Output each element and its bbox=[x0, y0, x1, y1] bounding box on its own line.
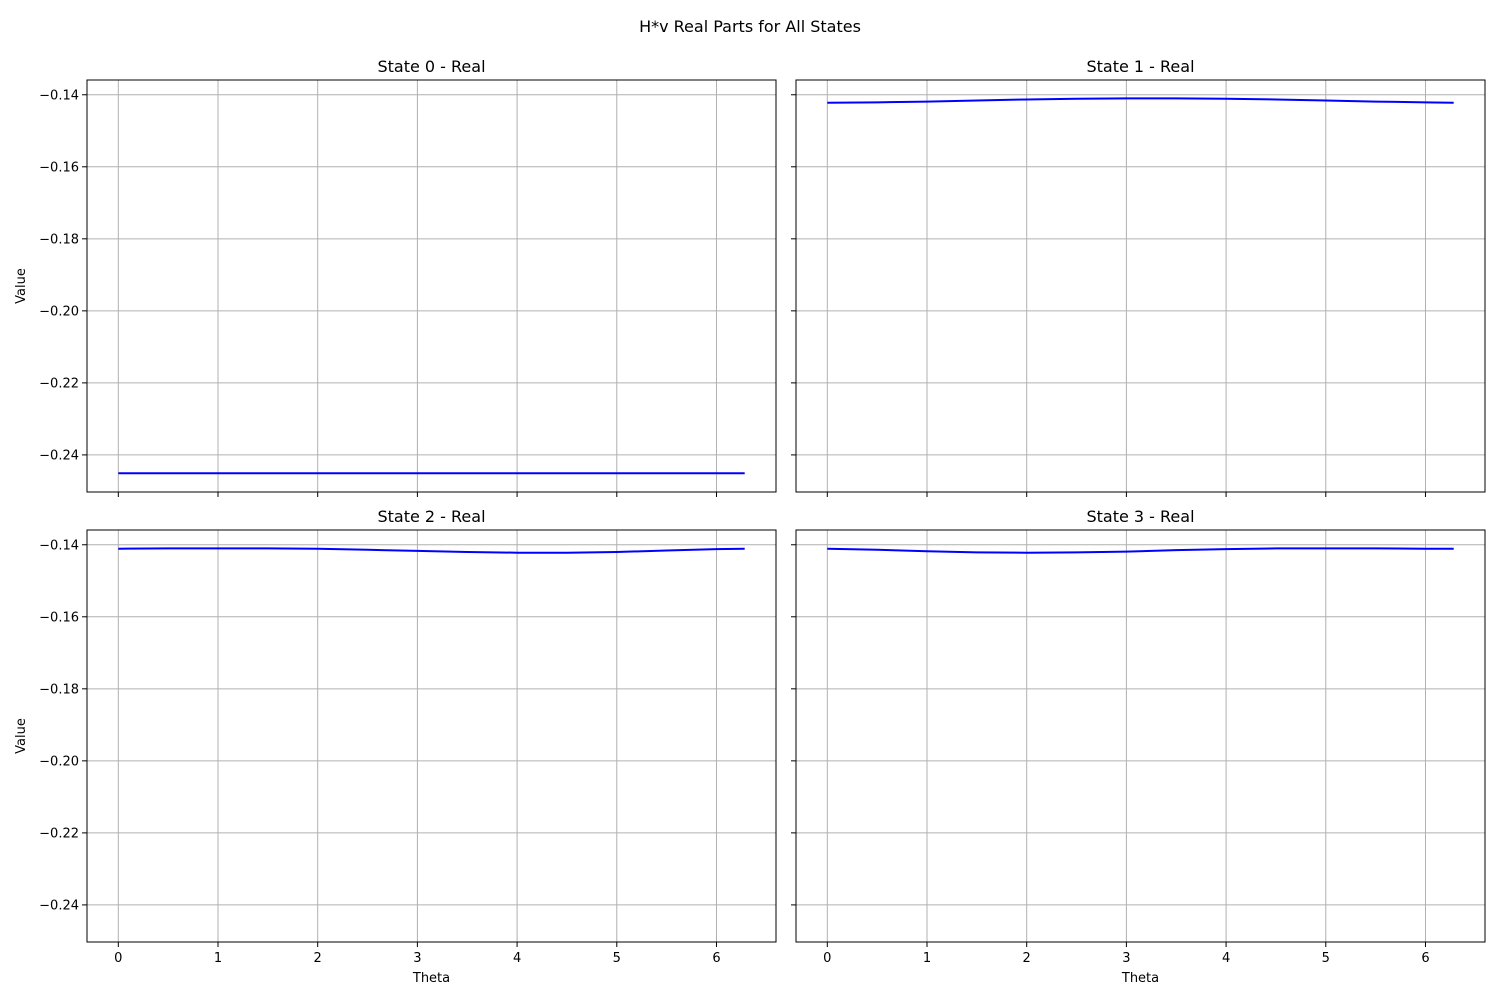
plot-area bbox=[87, 80, 776, 492]
y-tick-label: −0.24 bbox=[39, 898, 79, 913]
plot-area bbox=[796, 530, 1485, 942]
x-tick-label: 6 bbox=[712, 951, 720, 966]
x-tick-label: 1 bbox=[214, 951, 222, 966]
x-tick-label: 4 bbox=[1222, 951, 1230, 966]
subplot-title: State 0 - Real bbox=[377, 57, 485, 76]
subplot-title: State 2 - Real bbox=[377, 507, 485, 526]
y-tick-label: −0.20 bbox=[39, 754, 79, 769]
y-tick-label: −0.16 bbox=[39, 610, 79, 625]
x-tick-label: 3 bbox=[413, 951, 421, 966]
subplot-title: State 3 - Real bbox=[1086, 507, 1194, 526]
y-tick-label: −0.14 bbox=[39, 538, 79, 553]
axes-frame bbox=[86, 529, 777, 943]
y-axis-label: Value bbox=[14, 718, 29, 754]
x-tick-label: 0 bbox=[114, 951, 122, 966]
subplot-state-2: 0 1 2 3 4 5 6 −0.24 −0.22 −0.20 −0.18 −0.16 −0.14 Sta… bbox=[14, 507, 777, 986]
y-tick-label: −0.24 bbox=[39, 448, 79, 463]
series-line bbox=[827, 547, 1454, 554]
x-tick-label: 0 bbox=[823, 951, 831, 966]
axes-frame bbox=[86, 79, 777, 493]
axes-frame bbox=[795, 79, 1486, 493]
y-tick-label: −0.18 bbox=[39, 232, 79, 247]
y-tick-label: −0.20 bbox=[39, 304, 79, 319]
plot-area bbox=[87, 530, 776, 942]
series-line bbox=[827, 97, 1454, 104]
x-tick-label: 2 bbox=[314, 951, 322, 966]
x-tick-label: 1 bbox=[923, 951, 931, 966]
subplot-state-1: State 1 - Real bbox=[791, 57, 1486, 497]
y-tick-label: −0.16 bbox=[39, 160, 79, 175]
x-axis-label: Theta bbox=[412, 971, 450, 986]
plot-area bbox=[796, 80, 1485, 492]
x-tick-label: 5 bbox=[1322, 951, 1330, 966]
y-tick-label: −0.22 bbox=[39, 376, 79, 391]
x-tick-label: 6 bbox=[1421, 951, 1429, 966]
series-line bbox=[118, 547, 745, 554]
x-tick-label: 3 bbox=[1122, 951, 1130, 966]
y-tick-label: −0.22 bbox=[39, 826, 79, 841]
figure-title: H*v Real Parts for All States bbox=[639, 17, 861, 36]
y-axis-label: Value bbox=[14, 268, 29, 304]
axes-frame bbox=[795, 529, 1486, 943]
x-tick-label: 2 bbox=[1023, 951, 1031, 966]
x-axis-label: Theta bbox=[1121, 971, 1159, 986]
y-tick-label: −0.18 bbox=[39, 682, 79, 697]
x-tick-label: 4 bbox=[513, 951, 521, 966]
subplot-grid: −0.24 −0.22 −0.20 −0.18 −0.16 −0.14 State 0 - … bbox=[14, 57, 1486, 986]
y-tick-label: −0.14 bbox=[39, 88, 79, 103]
subplot-title: State 1 - Real bbox=[1086, 57, 1194, 76]
subplot-state-0: −0.24 −0.22 −0.20 −0.18 −0.16 −0.14 State 0 - … bbox=[14, 57, 777, 497]
x-tick-label: 5 bbox=[613, 951, 621, 966]
subplot-state-3: 0 1 2 3 4 5 6 State 3 - Real Theta bbox=[791, 507, 1486, 986]
